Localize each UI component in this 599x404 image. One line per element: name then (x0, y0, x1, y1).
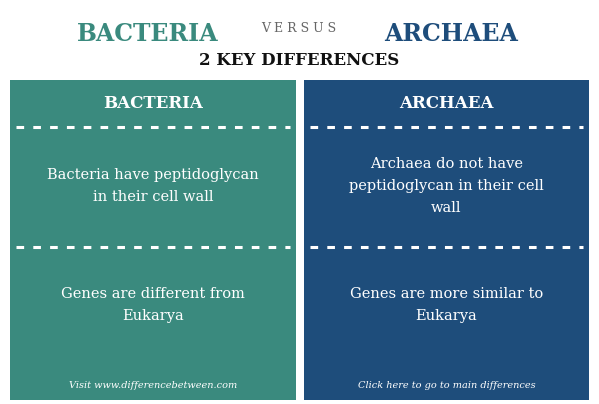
Text: ARCHAEA: ARCHAEA (384, 22, 518, 46)
Text: V E R S U S: V E R S U S (261, 22, 337, 35)
Text: BACTERIA: BACTERIA (77, 22, 219, 46)
Text: Bacteria have peptidoglycan
in their cell wall: Bacteria have peptidoglycan in their cel… (47, 168, 259, 204)
Text: ARCHAEA: ARCHAEA (400, 95, 494, 112)
Bar (304, 80, 589, 400)
Text: Archaea do not have
peptidoglycan in their cell
wall: Archaea do not have peptidoglycan in the… (349, 157, 544, 215)
Text: BACTERIA: BACTERIA (103, 95, 203, 112)
Bar (10, 80, 296, 400)
Text: Visit www.differencebetween.com: Visit www.differencebetween.com (69, 381, 237, 389)
Text: 2 KEY DIFFERENCES: 2 KEY DIFFERENCES (199, 52, 399, 69)
Text: Genes are different from
Eukarya: Genes are different from Eukarya (61, 287, 245, 323)
Text: Genes are more similar to
Eukarya: Genes are more similar to Eukarya (350, 287, 543, 323)
Text: Click here to go to main differences: Click here to go to main differences (358, 381, 536, 389)
